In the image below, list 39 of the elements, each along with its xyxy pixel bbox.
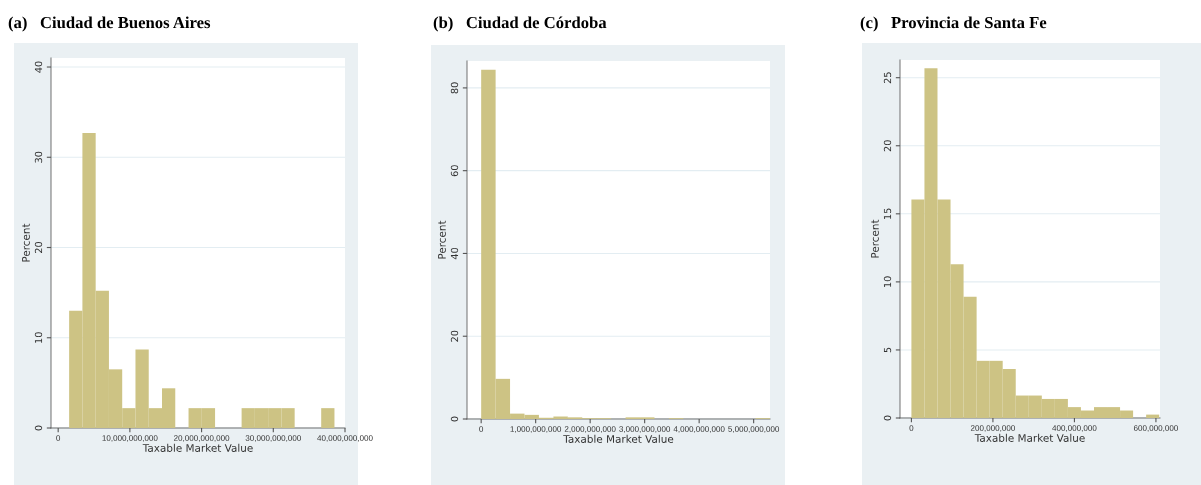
y-axis-title: Percent	[871, 219, 879, 258]
chart-title: (c) Provincia de Santa Fe	[860, 16, 1047, 32]
x-tick-label: 30,000,000,000	[245, 435, 301, 442]
x-tick-label: 5,000,000,000	[728, 426, 780, 433]
x-tick-label: 3,000,000,000	[619, 426, 671, 433]
y-tick-label: 25	[883, 72, 892, 84]
x-axis-title: Taxable Market Value	[563, 434, 674, 443]
y-tick-label: 10	[34, 332, 43, 343]
y-tick-label: 20	[883, 140, 892, 152]
y-tick-label: 0	[883, 415, 892, 421]
x-tick-label: 0	[479, 426, 484, 432]
y-tick-label: 20	[450, 330, 459, 342]
x-tick-label: 10,000,000,000	[102, 435, 158, 442]
y-tick-label: 40	[450, 247, 459, 260]
chart-title: (a) Ciudad de Buenos Aires	[8, 16, 211, 32]
chart-title: (b) Ciudad de Córdoba	[433, 16, 607, 32]
x-axis-title: Taxable Market Value	[142, 443, 253, 452]
x-tick-label: 0	[56, 435, 61, 441]
y-tick-label: 30	[34, 151, 43, 163]
x-tick-label: 40,000,000,000	[317, 435, 373, 442]
x-tick-label: 0	[909, 425, 914, 431]
y-tick-label: 0	[450, 416, 459, 422]
y-tick-label: 80	[450, 82, 459, 94]
y-tick-label: 10	[883, 276, 892, 287]
y-tick-label: 5	[883, 347, 892, 353]
x-axis-title: Taxable Market Value	[974, 433, 1085, 442]
y-tick-label: 60	[450, 165, 459, 177]
y-axis-title: Percent	[438, 220, 446, 259]
x-tick-label: 200,000,000	[970, 425, 1015, 432]
x-tick-label: 2,000,000,000	[564, 426, 616, 433]
y-tick-label: 20	[34, 241, 43, 253]
x-tick-label: 1,000,000,000	[510, 426, 562, 433]
x-tick-label: 4,000,000,000	[673, 426, 725, 433]
y-axis-title: Percent	[22, 223, 30, 262]
y-tick-label: 40	[34, 61, 43, 73]
x-tick-label: 20,000,000,000	[174, 435, 230, 442]
x-tick-label: 600,000,000	[1133, 425, 1179, 432]
x-tick-label: 400,000,000	[1052, 425, 1097, 432]
y-tick-label: 15	[883, 208, 892, 219]
